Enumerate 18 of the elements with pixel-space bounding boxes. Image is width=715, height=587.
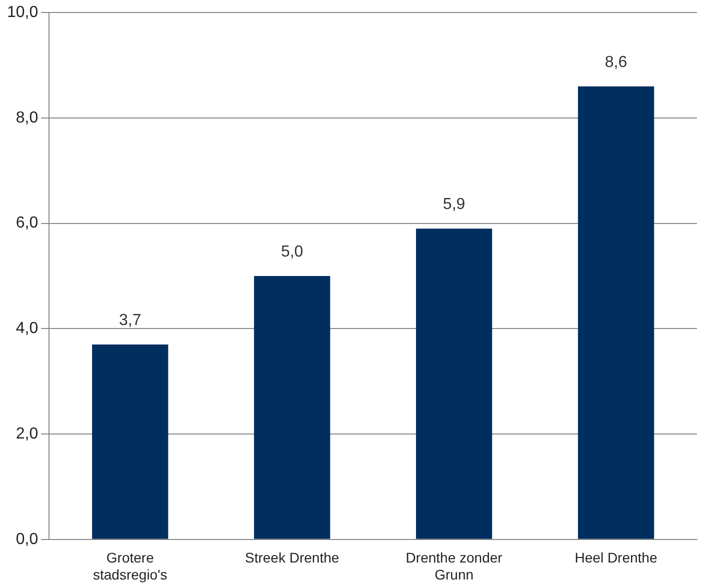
y-tick-label: 6,0 bbox=[16, 214, 38, 232]
data-label: 8,6 bbox=[604, 54, 628, 71]
bar bbox=[578, 86, 654, 539]
y-tick-label: 4,0 bbox=[16, 320, 38, 338]
x-tick-label: Heel Drenthe bbox=[574, 550, 658, 566]
data-label: 5,9 bbox=[442, 196, 466, 213]
y-tick-label: 10,0 bbox=[7, 4, 38, 22]
data-label: 3,7 bbox=[119, 312, 142, 329]
x-tick-label: Drenthe zonder Grunn bbox=[406, 550, 503, 582]
bar bbox=[416, 228, 492, 539]
y-tick-label: 0,0 bbox=[16, 530, 38, 548]
data-label: 5,0 bbox=[280, 243, 304, 260]
bar bbox=[92, 344, 168, 539]
x-tick-label: Streek Drenthe bbox=[245, 550, 340, 566]
bar bbox=[254, 276, 330, 539]
y-tick-label: 8,0 bbox=[16, 109, 38, 126]
y-tick-label: 2,0 bbox=[16, 425, 38, 442]
x-tick-label: Grotere stadsregio's bbox=[92, 550, 168, 582]
